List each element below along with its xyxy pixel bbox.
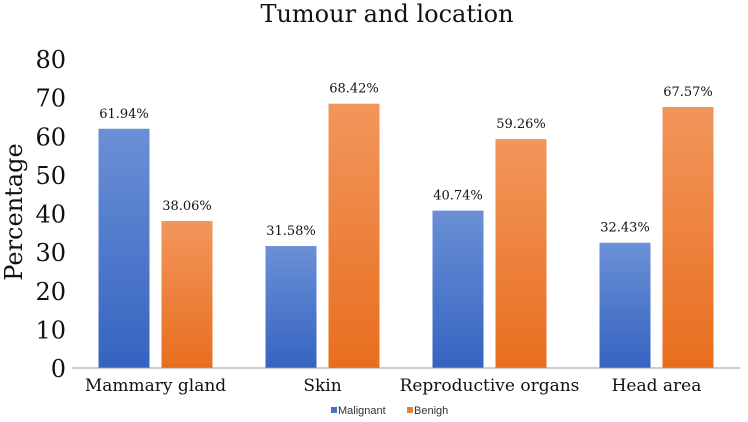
bar-malignant bbox=[265, 246, 317, 368]
data-label-malignant: 61.94% bbox=[99, 107, 149, 122]
bar-malignant bbox=[599, 242, 651, 368]
data-labels-group: 61.94% 38.06% 31.58% 68.42% 40.74% 59.26% 32.4… bbox=[99, 82, 713, 239]
legend-label-benigh: Benigh bbox=[414, 405, 448, 417]
y-axis-label: Percentage bbox=[0, 143, 28, 280]
data-label-benigh: 68.42% bbox=[329, 82, 379, 97]
bar-benigh bbox=[161, 220, 213, 368]
bar-benigh bbox=[495, 139, 547, 368]
y-tick-label: 60 bbox=[35, 123, 66, 151]
y-tick-label: 20 bbox=[35, 278, 66, 306]
data-label-malignant: 31.58% bbox=[266, 224, 316, 239]
bar-benigh bbox=[662, 107, 714, 369]
x-tick-label: Skin bbox=[303, 376, 341, 396]
x-axis: Mammary gland Skin Reproductive organs Head… bbox=[85, 376, 702, 396]
legend-swatch-benigh bbox=[407, 407, 413, 413]
bar-malignant bbox=[432, 210, 484, 368]
x-tick-label: Head area bbox=[612, 376, 702, 396]
legend-swatch-malignant bbox=[331, 407, 337, 413]
x-tick-label: Mammary gland bbox=[85, 376, 226, 396]
x-tick-label: Reproductive organs bbox=[400, 376, 580, 396]
bar-benigh bbox=[328, 103, 380, 368]
data-label-malignant: 32.43% bbox=[600, 221, 650, 236]
y-axis: 0 10 20 30 40 50 60 70 80 bbox=[35, 46, 66, 383]
y-tick-label: 50 bbox=[35, 162, 66, 190]
data-label-benigh: 38.06% bbox=[162, 199, 212, 214]
data-label-benigh: 67.57% bbox=[663, 85, 713, 100]
bar-malignant bbox=[98, 128, 150, 368]
y-tick-label: 40 bbox=[35, 201, 66, 229]
legend: Malignant Benigh bbox=[331, 405, 448, 417]
data-label-malignant: 40.74% bbox=[433, 189, 483, 204]
data-label-benigh: 59.26% bbox=[496, 117, 546, 132]
y-tick-label: 80 bbox=[35, 46, 66, 74]
y-tick-label: 10 bbox=[35, 316, 66, 344]
bars-group bbox=[98, 103, 714, 369]
y-tick-label: 30 bbox=[35, 239, 66, 267]
y-tick-label: 0 bbox=[51, 355, 66, 383]
y-tick-label: 70 bbox=[35, 85, 66, 113]
chart-title: Tumour and location bbox=[260, 0, 513, 28]
legend-label-malignant: Malignant bbox=[338, 405, 386, 417]
